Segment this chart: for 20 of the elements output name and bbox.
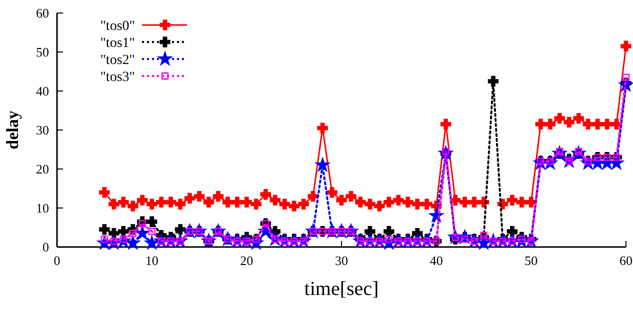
legend-label: "tos0" bbox=[100, 19, 135, 34]
x-tick-label: 0 bbox=[54, 253, 60, 268]
y-axis-title: delay bbox=[3, 110, 22, 150]
x-tick-label: 50 bbox=[524, 253, 538, 268]
legend-label: "tos1" bbox=[100, 36, 135, 51]
x-tick-label: 60 bbox=[620, 253, 632, 268]
x-tick-label: 10 bbox=[145, 253, 158, 268]
y-tick-label: 20 bbox=[36, 162, 49, 176]
y-tick-label: 10 bbox=[36, 200, 49, 216]
x-tick-label: 40 bbox=[430, 253, 443, 268]
x-axis-title: time[sec] bbox=[304, 278, 379, 300]
y-tick-label: 60 bbox=[36, 6, 49, 20]
y-tick-label: 50 bbox=[36, 44, 49, 60]
y-tick-label: 30 bbox=[36, 122, 49, 138]
y-tick-label: 0 bbox=[42, 240, 49, 254]
x-tick-label: 30 bbox=[335, 253, 348, 268]
legend-label: "tos2" bbox=[100, 53, 135, 68]
x-tick-label: 20 bbox=[240, 253, 254, 268]
y-tick-label: 40 bbox=[36, 84, 49, 98]
legend-label: "tos3" bbox=[100, 70, 135, 85]
